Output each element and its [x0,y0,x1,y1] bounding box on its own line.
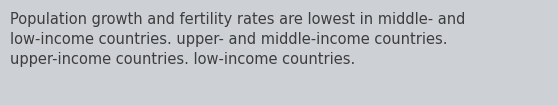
Text: upper-income countries. low-income countries.: upper-income countries. low-income count… [10,52,355,67]
Text: low-income countries. upper- and middle-income countries.: low-income countries. upper- and middle-… [10,32,448,47]
Text: Population growth and fertility rates are lowest in middle- and: Population growth and fertility rates ar… [10,12,465,27]
